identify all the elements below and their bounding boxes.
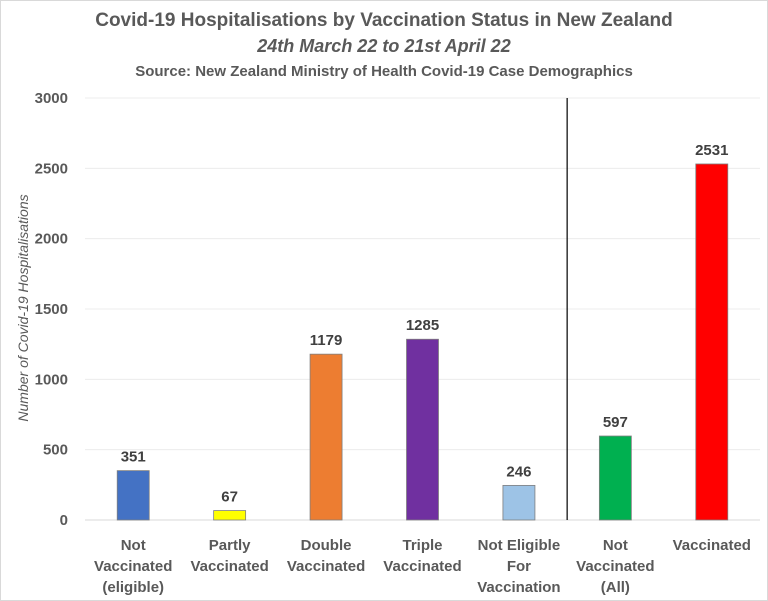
- y-tick-label: 3000: [35, 90, 68, 107]
- chart-subtitle: 24th March 22 to 21st April 22: [257, 36, 511, 56]
- data-label: 2531: [695, 142, 728, 159]
- x-tick-label: Vaccinated: [94, 558, 172, 575]
- y-tick-label: 2500: [35, 160, 68, 177]
- x-tick-label: For: [507, 558, 531, 575]
- data-label: 351: [121, 449, 146, 466]
- bar: [502, 484, 536, 521]
- y-tick-label: 2000: [35, 231, 68, 248]
- x-tick-label: Double: [301, 537, 352, 554]
- x-tick-label: Not: [603, 537, 628, 554]
- x-tick-label: Vaccinated: [673, 537, 751, 554]
- x-tick-label: Not: [121, 537, 146, 554]
- x-tick-label: (eligible): [102, 579, 164, 596]
- x-tick-label: Vaccination: [477, 579, 560, 596]
- y-tick-label: 0: [60, 512, 68, 529]
- bar: [598, 435, 632, 521]
- y-tick-label: 1000: [35, 371, 68, 388]
- data-label: 246: [506, 463, 531, 480]
- x-tick-label: Vaccinated: [383, 558, 461, 575]
- x-tick-label: Vaccinated: [190, 558, 268, 575]
- bar: [406, 338, 439, 521]
- x-tick-label: Vaccinated: [287, 558, 365, 575]
- bar: [116, 470, 150, 521]
- x-tick-label: Not Eligible: [478, 537, 561, 554]
- y-tick-label: 500: [43, 442, 68, 459]
- data-label: 597: [603, 414, 628, 431]
- x-tick-label: Partly: [209, 537, 251, 554]
- x-tick-label: Vaccinated: [576, 558, 654, 575]
- bar: [695, 163, 729, 521]
- data-label: 1285: [406, 317, 439, 334]
- data-label: 1179: [310, 332, 343, 349]
- bar: [309, 353, 343, 521]
- x-tick-label: Triple: [402, 537, 442, 554]
- x-tick-label: (All): [601, 579, 630, 596]
- bar: [213, 510, 247, 521]
- data-label: 67: [221, 489, 238, 506]
- chart-source: Source: New Zealand Ministry of Health C…: [135, 63, 633, 80]
- chart-title: Covid-19 Hospitalisations by Vaccination…: [95, 10, 673, 31]
- y-tick-label: 1500: [35, 301, 68, 318]
